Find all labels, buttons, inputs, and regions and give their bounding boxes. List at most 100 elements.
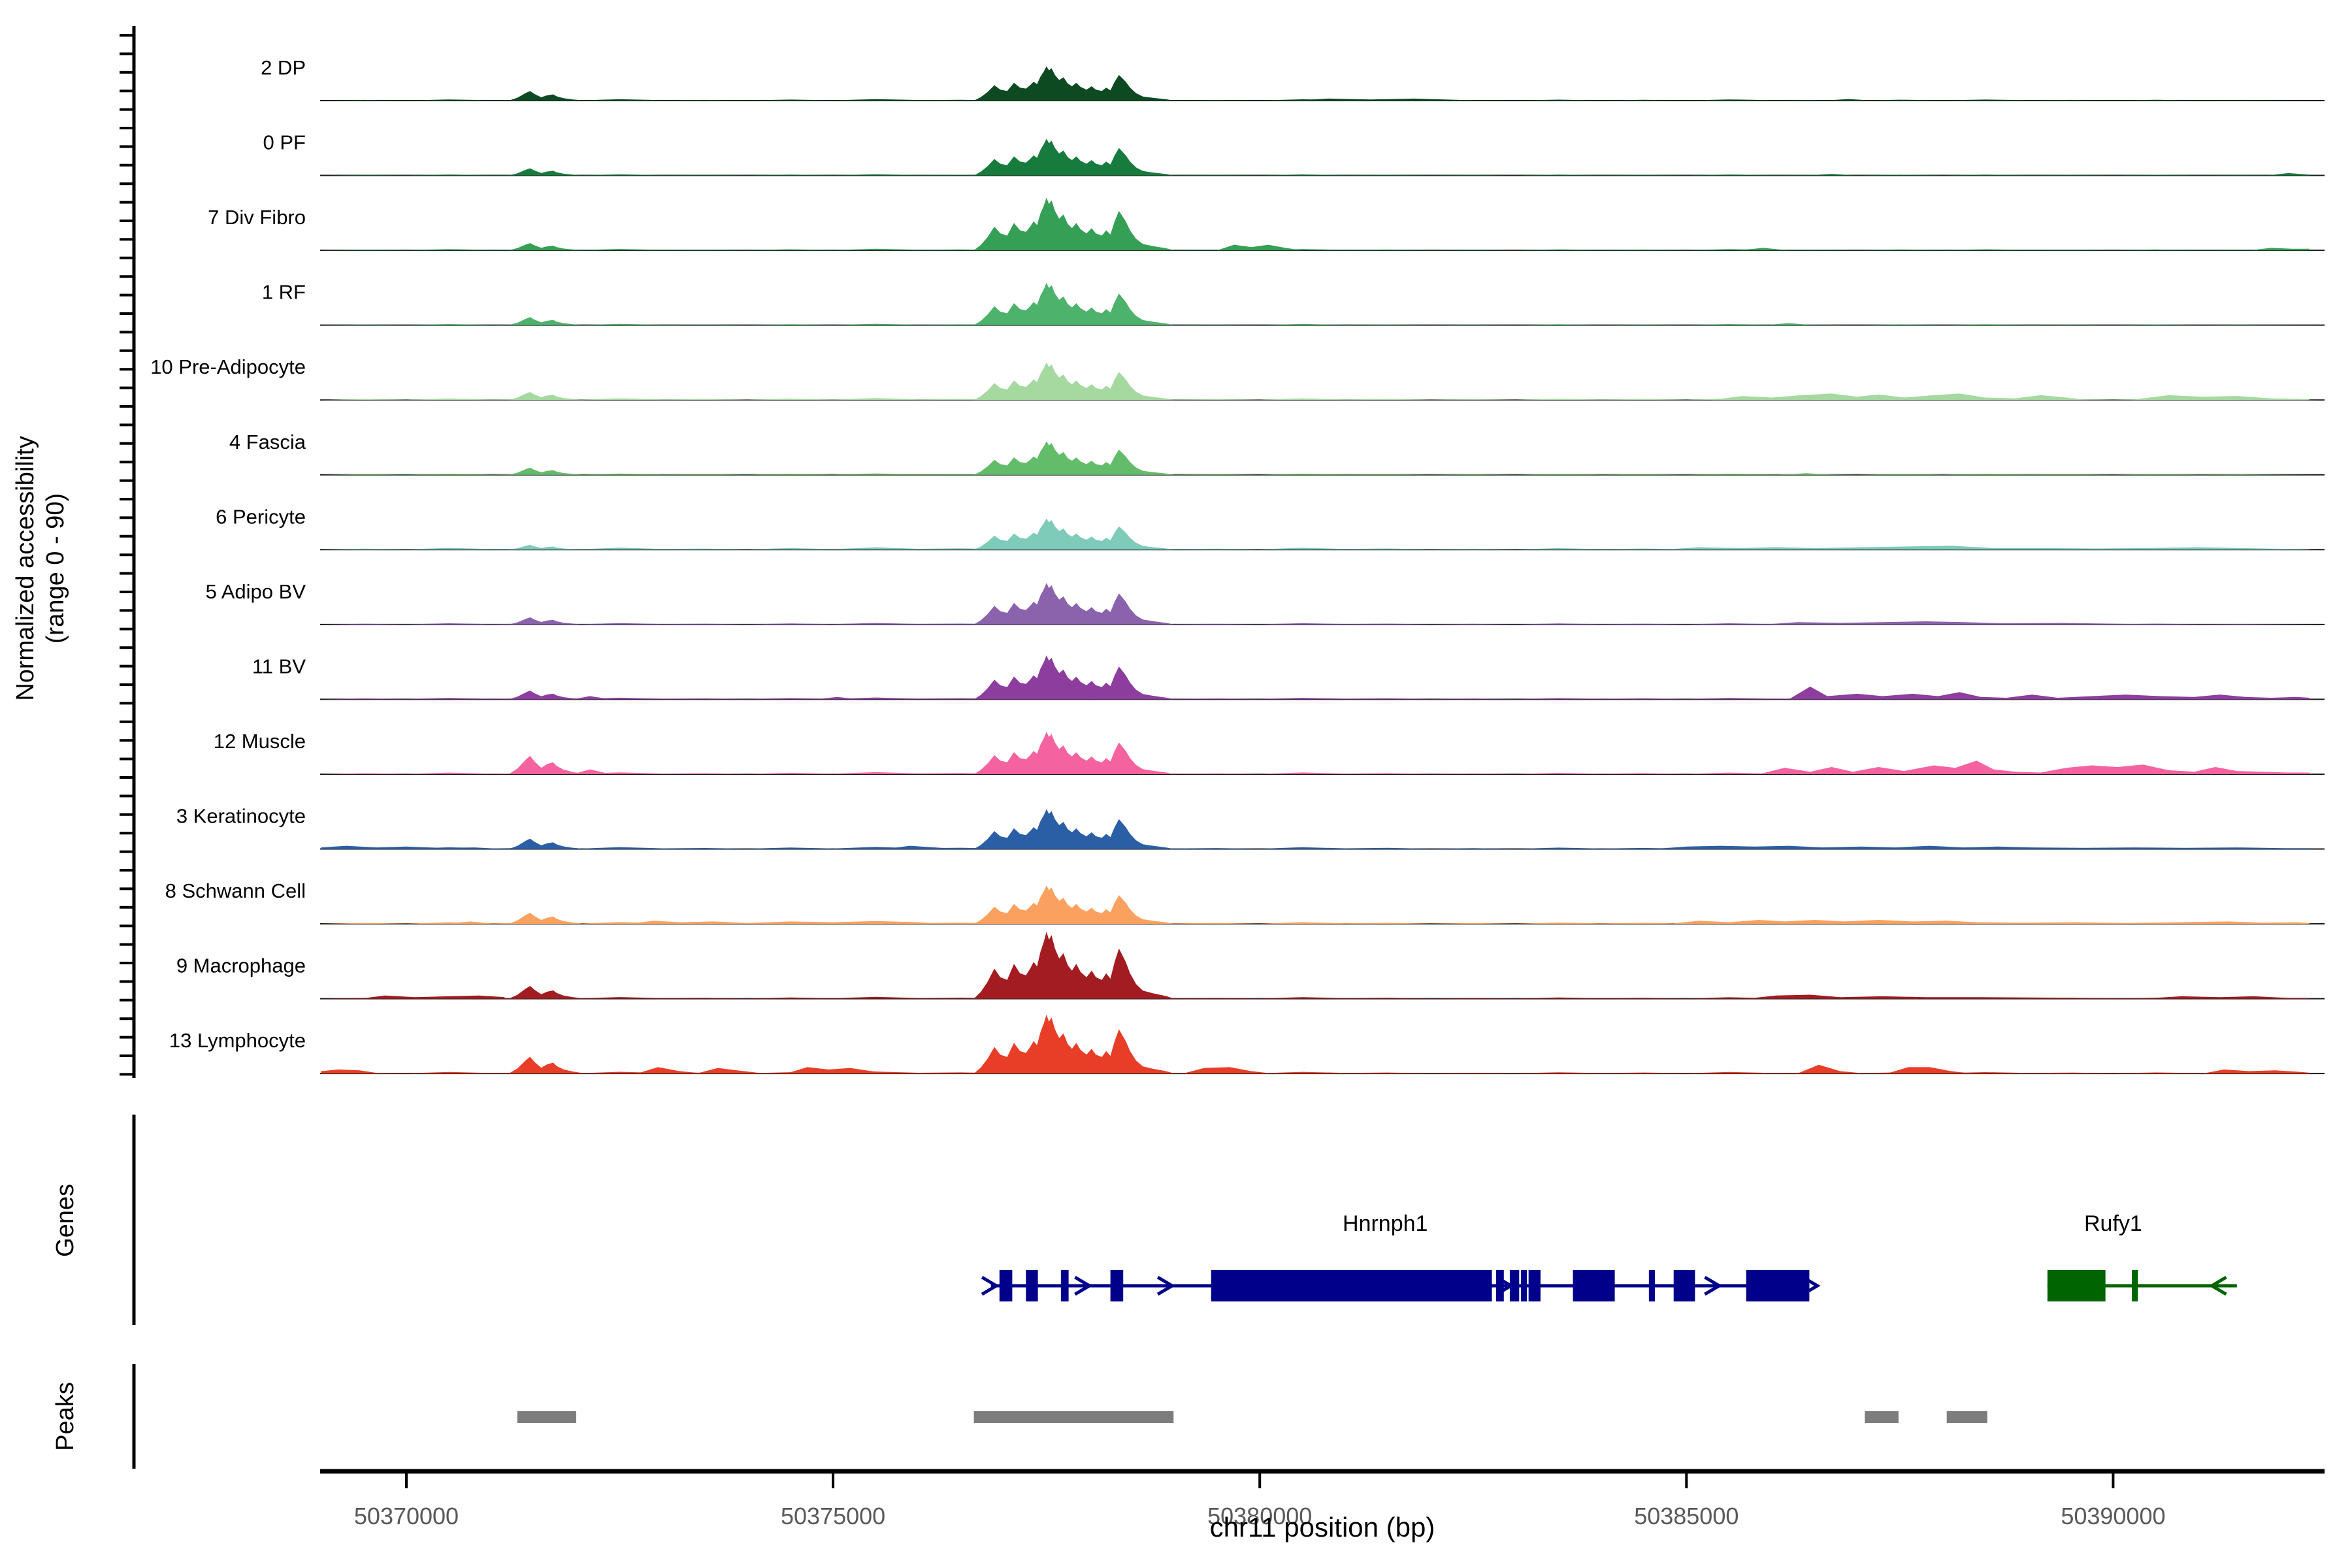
signal-area (321, 323, 2318, 325)
gene-exon (2132, 1270, 2138, 1301)
signal-area (508, 986, 586, 999)
signal-area (1806, 174, 1857, 176)
track-row-3-keratinocyte: 3 Keratinocyte (176, 805, 2325, 850)
signal-area (1217, 244, 1303, 251)
signal-area (696, 1068, 765, 1074)
strand-arrow (1704, 1275, 1723, 1296)
strand-arrow (981, 1275, 1000, 1296)
track-row-7-div-fibro: 7 Div Fibro (208, 197, 2325, 252)
signal-area (1823, 99, 1874, 101)
signal-area (2266, 172, 2310, 176)
peak-bar (1865, 1411, 1899, 1423)
signal-area (2130, 395, 2310, 400)
track-label: 5 Adipo BV (206, 580, 306, 603)
signal-area (359, 995, 505, 999)
y-axis-label: Normalized accessibility (range 0 - 90) (10, 0, 71, 1156)
signal-area (321, 1070, 381, 1074)
strand-arrow (1156, 1275, 1176, 1296)
signal-area (973, 197, 1175, 251)
signal-area (973, 732, 1175, 774)
gene-exon (1110, 1270, 1124, 1301)
signal-area (508, 755, 586, 774)
gene-exon (1673, 1270, 1695, 1301)
signal-area (1763, 323, 1815, 325)
gene-name-label: Hnrnph1 (1343, 1211, 1428, 1236)
signal-area (973, 139, 1175, 176)
signal-area (508, 467, 586, 475)
signal-area (973, 441, 1175, 475)
strand-arrow (1802, 1275, 1821, 1296)
signal-area (1780, 473, 1832, 475)
signal-area (2202, 1070, 2310, 1074)
track-row-11-bv: 11 BV (252, 655, 2325, 700)
signal-area (1887, 1067, 1972, 1074)
signal-area (1712, 393, 2088, 400)
track-row-0-pf: 0 PF (263, 131, 2325, 176)
signal-area (572, 769, 612, 774)
signal-area (1652, 845, 2310, 849)
signal-area (508, 1056, 586, 1074)
signal-area (973, 583, 1175, 625)
signal-area (1763, 621, 2164, 625)
track-row-10-pre-adipocyte: 10 Pre-Adipocyte (150, 355, 2325, 401)
track-label: 13 Lymphocyte (169, 1029, 306, 1052)
signal-area (321, 845, 505, 849)
gene-exon (1496, 1270, 1504, 1301)
signal-area (508, 691, 586, 700)
signal-area (508, 243, 586, 251)
signal-area (321, 248, 2318, 251)
signal-area (508, 168, 586, 176)
peak-bar (973, 1411, 1174, 1423)
signal-area (1661, 546, 2310, 550)
signal-area (973, 655, 1175, 700)
signal-area (973, 518, 1175, 550)
track-row-5-adipo-bv: 5 Adipo BV (206, 580, 2325, 625)
track-label: 4 Fascia (229, 431, 306, 453)
peak-bar (1946, 1411, 1987, 1423)
gene-exon (1211, 1270, 1492, 1301)
gene-exon (1060, 1270, 1069, 1301)
signal-area (973, 66, 1175, 101)
signal-area (508, 545, 586, 550)
signal-area (1746, 994, 2310, 999)
x-tick-label: 50380000 (1207, 1503, 1312, 1529)
track-row-13-lymphocyte: 13 Lymphocyte (169, 1014, 2325, 1075)
signal-area (508, 838, 586, 849)
gene-exon (1573, 1270, 1615, 1301)
track-label: 12 Muscle (214, 730, 306, 753)
track-label: 8 Schwann Cell (165, 879, 306, 902)
strand-arrow (1495, 1275, 1514, 1296)
track-label: 0 PF (263, 131, 306, 154)
signal-area (786, 1067, 893, 1074)
track-label: 2 DP (261, 56, 306, 79)
track-row-2-dp: 2 DP (261, 56, 2325, 101)
track-label: 10 Pre-Adipocyte (150, 355, 306, 378)
track-label: 9 Macrophage (176, 955, 306, 977)
gene-exon (2047, 1270, 2106, 1301)
signal-area (2249, 248, 2310, 251)
track-label: 1 RF (262, 281, 306, 304)
gene-model-rufy1: Rufy1 (2047, 1211, 2237, 1301)
signal-area (1797, 1064, 1866, 1074)
signal-area (973, 809, 1175, 849)
track-label: 3 Keratinocyte (176, 805, 306, 828)
gene-exon (1746, 1270, 1810, 1301)
gene-exon (1509, 1270, 1520, 1301)
track-row-6-pericyte: 6 Pericyte (216, 505, 2325, 551)
gene-exon (999, 1270, 1013, 1301)
track-label: 11 BV (252, 655, 306, 678)
track-row-1-rf: 1 RF (262, 281, 2325, 326)
signal-area (1759, 760, 2310, 774)
strand-arrow (1074, 1275, 1093, 1296)
x-tick-label: 50370000 (354, 1503, 459, 1529)
track-row-8-schwann-cell: 8 Schwann Cell (165, 879, 2325, 925)
signal-area (1294, 98, 1490, 101)
signal-area (973, 1014, 1175, 1074)
signal-area (508, 617, 586, 625)
track-row-4-fascia: 4 Fascia (229, 431, 2325, 476)
x-axis-title: chr11 position (bp) (1209, 1512, 1435, 1543)
gene-exon (1520, 1270, 1527, 1301)
signal-area (973, 885, 1175, 924)
gene-exon (1648, 1270, 1655, 1301)
